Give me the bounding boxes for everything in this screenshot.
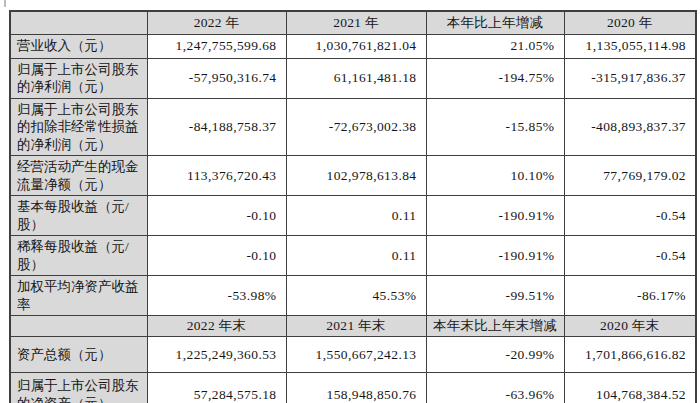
- value-cell: -408,893,837.37: [564, 98, 696, 156]
- value-cell: -63.96%: [426, 373, 564, 403]
- value-cell: 61,161,481.18: [286, 58, 426, 98]
- financial-summary-table: 2022 年2021 年本年比上年增减2020 年营业收入（元）1,247,75…: [9, 10, 697, 403]
- value-cell: -0.54: [564, 236, 696, 276]
- row-label: 归属于上市公司股东的扣除非经常性损益的净利润（元）: [10, 98, 147, 156]
- value-cell: 0.11: [286, 196, 426, 236]
- table-row: 经营活动产生的现金流量净额（元）113,376,720.43102,978,61…: [10, 156, 696, 196]
- column-header-row: 2022 年末2021 年末本年末比上年末增减2020 年末: [10, 316, 696, 337]
- value-cell: 45.53%: [286, 276, 426, 316]
- value-cell: 77,769,179.02: [564, 156, 696, 196]
- value-cell: -99.51%: [426, 276, 564, 316]
- column-header: 本年末比上年末增减: [426, 316, 564, 337]
- value-cell: 21.05%: [426, 34, 564, 58]
- row-label: 归属于上市公司股东的净资产（元）: [10, 373, 147, 403]
- value-cell: -84,188,758.37: [147, 98, 286, 156]
- value-cell: -57,950,316.74: [147, 58, 286, 98]
- column-header: 2022 年末: [147, 316, 286, 337]
- value-cell: -72,673,002.38: [286, 98, 426, 156]
- page-edge-artifact: [4, 0, 6, 7]
- value-cell: 1,247,755,599.68: [147, 34, 286, 58]
- value-cell: 102,978,613.84: [286, 156, 426, 196]
- row-label: 稀释每股收益（元/股）: [10, 236, 147, 276]
- financial-summary: 2022 年2021 年本年比上年增减2020 年营业收入（元）1,247,75…: [9, 10, 697, 403]
- value-cell: 1,030,761,821.04: [286, 34, 426, 58]
- table-row: 加权平均净资产收益率-53.98%45.53%-99.51%-86.17%: [10, 276, 696, 316]
- value-cell: 1,225,249,360.53: [147, 337, 286, 373]
- column-header-row: 2022 年2021 年本年比上年增减2020 年: [10, 11, 696, 34]
- value-cell: 57,284,575.18: [147, 373, 286, 403]
- row-label: 营业收入（元）: [10, 34, 147, 58]
- column-header: 2022 年: [147, 11, 286, 34]
- value-cell: -86.17%: [564, 276, 696, 316]
- row-label: 基本每股收益（元/股）: [10, 196, 147, 236]
- column-header: 2021 年末: [286, 316, 426, 337]
- table-row: 归属于上市公司股东的扣除非经常性损益的净利润（元）-84,188,758.37-…: [10, 98, 696, 156]
- row-label: 加权平均净资产收益率: [10, 276, 147, 316]
- value-cell: -194.75%: [426, 58, 564, 98]
- column-header: 2020 年末: [564, 316, 696, 337]
- value-cell: 104,768,384.52: [564, 373, 696, 403]
- table-row: 基本每股收益（元/股）-0.100.11-190.91%-0.54: [10, 196, 696, 236]
- value-cell: -190.91%: [426, 236, 564, 276]
- header-corner-cell: [10, 316, 147, 337]
- value-cell: -0.10: [147, 236, 286, 276]
- value-cell: 113,376,720.43: [147, 156, 286, 196]
- header-corner-cell: [10, 11, 147, 34]
- table-row: 营业收入（元）1,247,755,599.681,030,761,821.042…: [10, 34, 696, 58]
- table-row: 归属于上市公司股东的净利润（元）-57,950,316.7461,161,481…: [10, 58, 696, 98]
- value-cell: 10.10%: [426, 156, 564, 196]
- value-cell: -0.10: [147, 196, 286, 236]
- value-cell: 1,550,667,242.13: [286, 337, 426, 373]
- value-cell: -190.91%: [426, 196, 564, 236]
- value-cell: 1,135,055,114.98: [564, 34, 696, 58]
- value-cell: 1,701,866,616.82: [564, 337, 696, 373]
- table-row: 归属于上市公司股东的净资产（元）57,284,575.18158,948,850…: [10, 373, 696, 403]
- value-cell: -15.85%: [426, 98, 564, 156]
- row-label: 归属于上市公司股东的净利润（元）: [10, 58, 147, 98]
- value-cell: -53.98%: [147, 276, 286, 316]
- table-row: 资产总额（元）1,225,249,360.531,550,667,242.13-…: [10, 337, 696, 373]
- column-header: 本年比上年增减: [426, 11, 564, 34]
- row-label: 资产总额（元）: [10, 337, 147, 373]
- value-cell: 158,948,850.76: [286, 373, 426, 403]
- table-row: 稀释每股收益（元/股）-0.100.11-190.91%-0.54: [10, 236, 696, 276]
- value-cell: -315,917,836.37: [564, 58, 696, 98]
- column-header: 2020 年: [564, 11, 696, 34]
- column-header: 2021 年: [286, 11, 426, 34]
- value-cell: -0.54: [564, 196, 696, 236]
- value-cell: -20.99%: [426, 337, 564, 373]
- value-cell: 0.11: [286, 236, 426, 276]
- row-label: 经营活动产生的现金流量净额（元）: [10, 156, 147, 196]
